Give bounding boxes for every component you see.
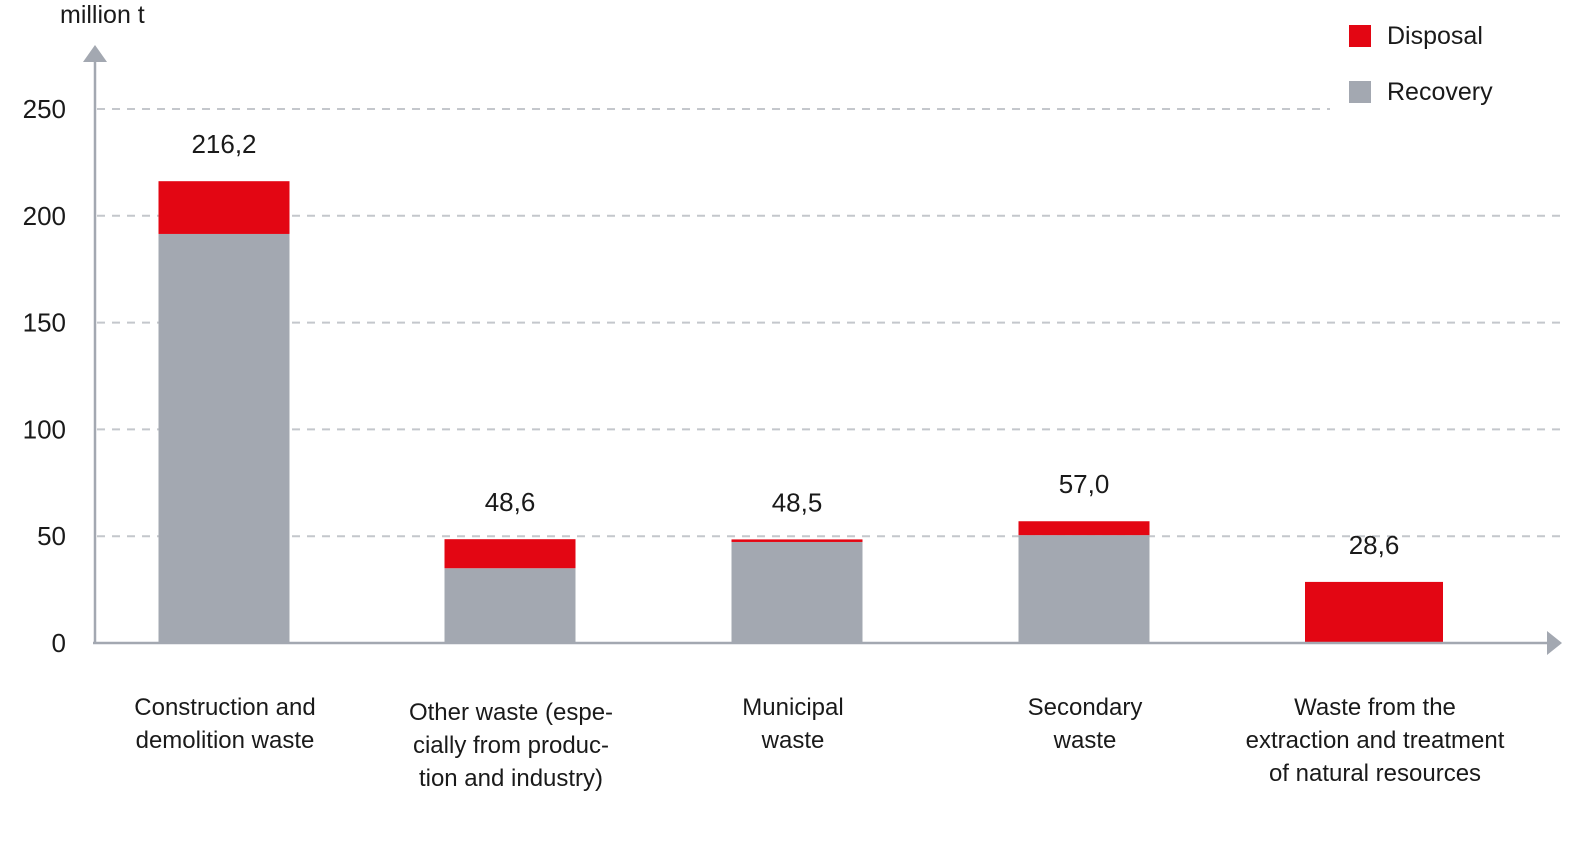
legend-label-disposal: Disposal: [1387, 22, 1483, 50]
grid-lines: [97, 108, 1560, 538]
bar-segment-disposal: [444, 539, 576, 569]
category-label: demolition waste: [136, 727, 315, 754]
bar-segment-recovery: [1018, 535, 1150, 643]
bar-segment-disposal: [731, 539, 863, 542]
bar-segment-disposal: [1018, 521, 1150, 536]
bar-total-label: 48,6: [485, 487, 536, 517]
category-label: Construction and: [134, 694, 315, 721]
bar-segment-recovery: [444, 568, 576, 643]
value-labels: 216,2 48,6 48,5 57,0 28,6: [191, 129, 1399, 560]
y-axis-arrow: [83, 45, 107, 62]
bar-total-label: 48,5: [772, 487, 823, 517]
y-tick-labels: 0 50 100 150 200 250: [23, 94, 66, 658]
bar-total-label: 57,0: [1059, 469, 1110, 499]
axes: [83, 45, 1562, 655]
category-label: cially from produc-: [413, 732, 609, 759]
legend-label-recovery: Recovery: [1387, 78, 1493, 106]
bar-segment-disposal: [1305, 581, 1443, 643]
category-label: extraction and treatment: [1246, 727, 1505, 754]
category-label: Other waste (espe-: [409, 699, 613, 726]
bar-segment-recovery: [731, 541, 863, 643]
y-unit-label: million t: [60, 1, 145, 29]
bar-total-label: 28,6: [1349, 530, 1400, 560]
category-label: waste: [761, 727, 825, 754]
y-tick-label: 50: [37, 521, 66, 551]
category-label: Secondary: [1028, 694, 1143, 721]
y-tick-label: 0: [52, 628, 66, 658]
bar-segment-recovery: [158, 233, 290, 643]
legend-swatch-disposal: [1349, 25, 1371, 47]
category-label: Waste from the: [1294, 694, 1456, 721]
y-tick-label: 150: [23, 308, 66, 338]
y-tick-label: 200: [23, 201, 66, 231]
category-label: Municipal: [742, 694, 843, 721]
bar-segment-disposal: [158, 181, 290, 234]
y-tick-label: 100: [23, 414, 66, 444]
category-label: of natural resources: [1269, 760, 1481, 787]
category-labels: Construction and demolition waste Other wa…: [134, 694, 1504, 792]
bars: [158, 181, 1443, 643]
legend-swatch-recovery: [1349, 81, 1371, 103]
y-tick-label: 250: [23, 94, 66, 124]
category-label: waste: [1053, 727, 1117, 754]
legend: Disposal Recovery: [1349, 22, 1493, 106]
bar-total-label: 216,2: [191, 129, 256, 159]
category-label: tion and industry): [419, 765, 603, 792]
x-axis-arrow: [1547, 631, 1562, 655]
